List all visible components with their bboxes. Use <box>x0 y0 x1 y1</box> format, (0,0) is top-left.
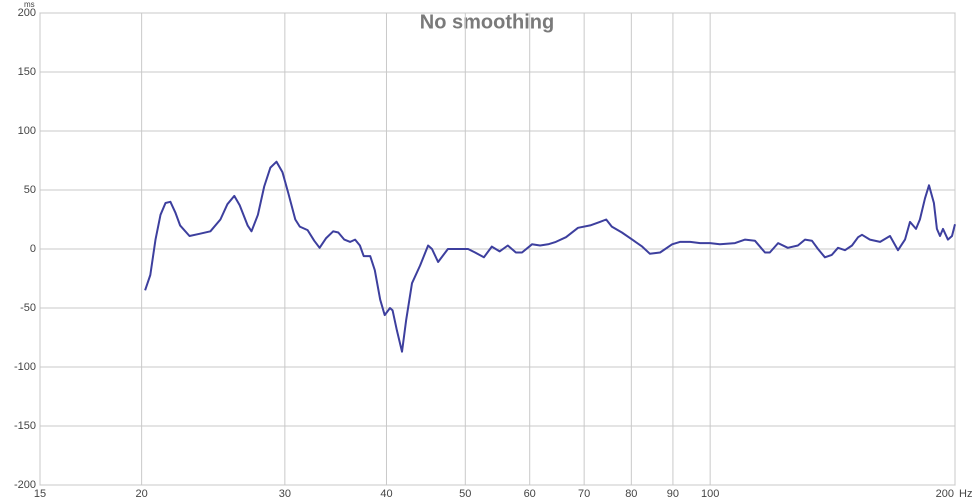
y-tick-label: -100 <box>14 361 36 373</box>
x-tick-label: 40 <box>380 488 392 500</box>
y-tick-label: -150 <box>14 420 36 432</box>
data-line <box>144 160 956 353</box>
y-tick-label: 150 <box>18 66 36 78</box>
x-tick-label: 30 <box>279 488 291 500</box>
y-tick-label: 50 <box>24 184 36 196</box>
x-tick-label: 60 <box>524 488 536 500</box>
y-tick-label: -200 <box>14 479 36 491</box>
x-tick-label: 20 <box>135 488 147 500</box>
x-tick-label: 15 <box>34 488 46 500</box>
y-tick-label: 0 <box>30 243 36 255</box>
chart-title: No smoothing <box>420 11 554 33</box>
x-tick-label: 90 <box>667 488 679 500</box>
x-unit: Hz <box>959 488 972 500</box>
x-tick-label: 50 <box>459 488 471 500</box>
x-tick-label: 70 <box>578 488 590 500</box>
x-tick-label: 80 <box>625 488 637 500</box>
x-tick-label: 100 <box>701 488 719 500</box>
y-tick-label: 200 <box>18 7 36 19</box>
x-tick-label: 200 <box>936 488 954 500</box>
y-tick-label: 100 <box>18 125 36 137</box>
y-tick-label: -50 <box>20 302 36 314</box>
y-unit: ms <box>24 0 35 9</box>
